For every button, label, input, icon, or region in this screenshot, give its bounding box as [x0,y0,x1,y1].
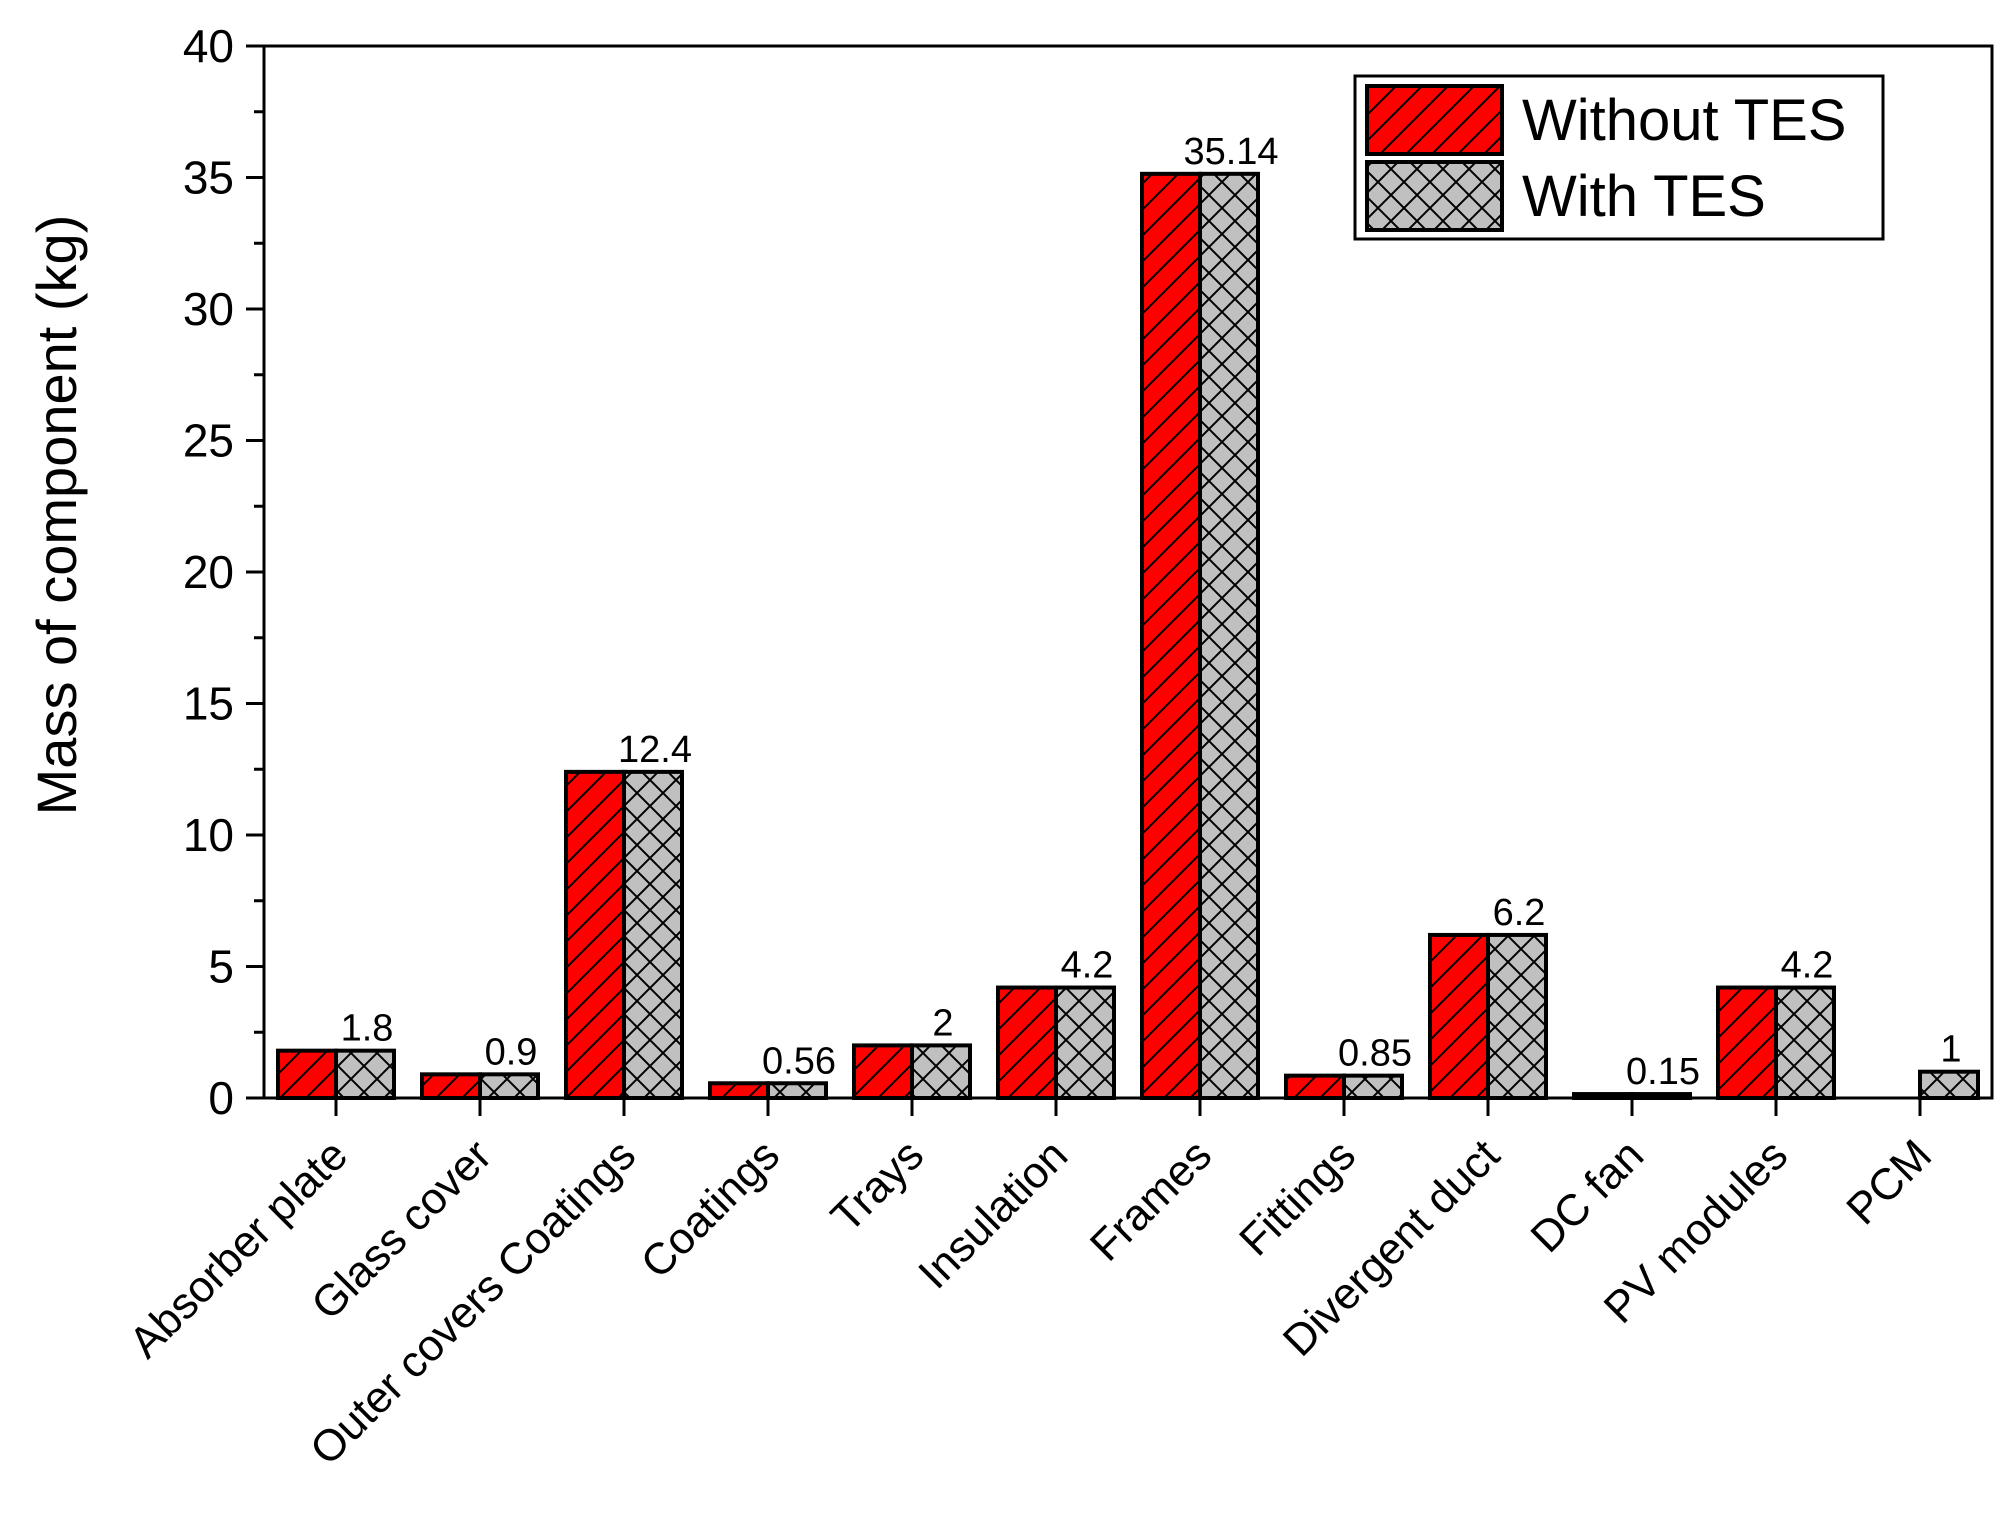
data-label: 1 [1940,1029,1961,1071]
legend-label-with-tes: With TES [1522,164,1766,229]
bar-with-tes [1486,932,1548,1100]
x-category-label: Coatings [632,1130,789,1287]
data-label: 0.9 [485,1031,538,1073]
y-tick-label: 35 [183,152,234,204]
x-category-label: Frames [1081,1130,1221,1270]
bar-with-tes [1774,985,1836,1100]
data-label: 0.56 [762,1040,836,1082]
bar-without-tes [1428,932,1490,1100]
bar-with-tes [1054,985,1116,1100]
legend-swatch-with-tes [1365,160,1504,232]
bar-with-tes [334,1048,396,1101]
bar-without-tes [996,985,1058,1100]
data-label: 0.85 [1338,1033,1412,1075]
data-labels-layer: 1.8 0.9 12.4 0.56 2 4.2 35.14 0.85 6.2 0.15 4.2 1 [341,131,1962,1093]
data-label: 12.4 [618,729,692,771]
bar-without-tes [708,1081,770,1100]
bars-layer [276,171,1980,1101]
bar-without-tes [276,1048,338,1101]
bar-with-tes [1342,1073,1404,1101]
data-label: 0.15 [1626,1051,1700,1093]
bar-without-tes [1284,1073,1346,1101]
bar-without-tes [420,1072,482,1100]
y-tick-label: 15 [183,678,234,730]
y-tick-label: 10 [183,809,234,861]
bar-with-tes [766,1081,828,1100]
x-category-label: Trays [822,1130,933,1241]
data-label: 35.14 [1183,131,1278,173]
data-label: 6.2 [1493,892,1546,934]
data-label: 1.8 [341,1008,394,1050]
legend-swatch-without-tes [1365,84,1504,156]
bar-without-tes [852,1043,914,1101]
y-tick-label: 30 [183,283,234,335]
bar-with-tes [622,769,684,1100]
x-category-label: DC fan [1522,1130,1653,1261]
data-label: 4.2 [1781,945,1834,987]
y-tick-label: 25 [183,415,234,467]
bar-with-tes [478,1072,540,1100]
bar-with-tes [910,1043,972,1101]
data-label: 2 [932,1002,953,1044]
bar-with-tes [1918,1069,1980,1100]
legend: Without TES With TES [1353,74,1885,241]
y-tick-label: 40 [183,20,234,72]
data-label: 4.2 [1061,945,1114,987]
y-axis: 0 5 10 15 20 25 30 35 40 [183,20,264,1124]
y-tick-label: 0 [208,1072,234,1124]
bar-without-tes [1716,985,1778,1100]
bar-without-tes [1140,171,1202,1100]
bar-with-tes [1198,171,1260,1100]
x-category-label: Absorber plate [120,1130,357,1367]
x-category-label: PCM [1837,1130,1941,1234]
y-axis-title: Mass of component (kg) [25,215,88,816]
y-tick-label: 5 [208,941,234,993]
x-category-label: Fittings [1230,1130,1365,1265]
y-tick-label: 20 [183,546,234,598]
legend-label-without-tes: Without TES [1522,88,1847,153]
x-category-label: Insulation [909,1130,1077,1298]
bar-without-tes [564,769,626,1100]
